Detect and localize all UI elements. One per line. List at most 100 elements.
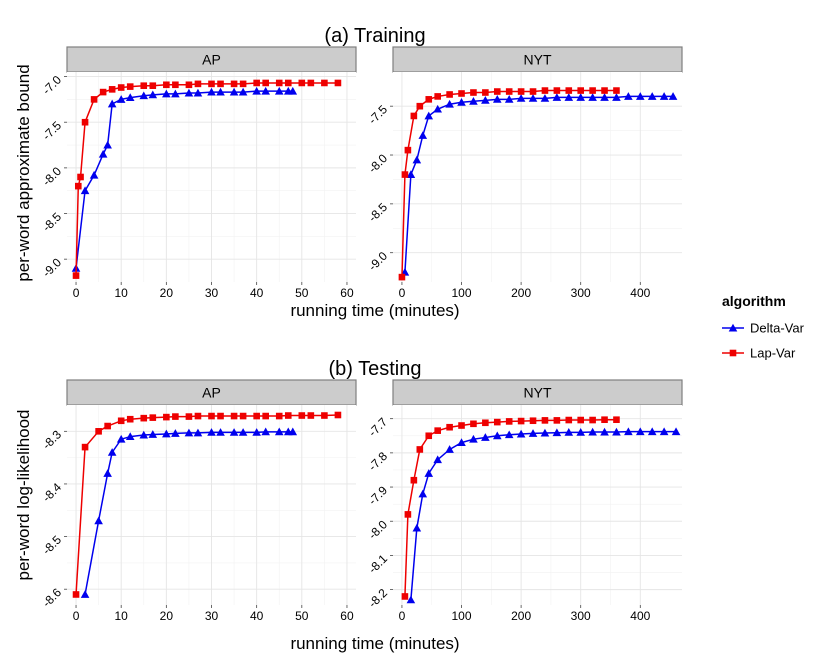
- data-point-lap-var: [81, 443, 89, 451]
- data-point-lap-var: [140, 82, 148, 89]
- y-tick-label: -8.3: [40, 427, 65, 452]
- data-point-lap-var: [108, 86, 116, 93]
- data-point-lap-var: [613, 87, 620, 94]
- data-point-delta-var: [469, 434, 478, 443]
- data-point-lap-var: [334, 79, 342, 87]
- data-point-lap-var: [126, 415, 134, 423]
- data-point-delta-var: [229, 87, 239, 96]
- y-tick-label: -7.8: [366, 449, 391, 474]
- data-point-delta-var: [139, 91, 149, 100]
- data-point-lap-var: [77, 173, 84, 181]
- data-point-delta-var: [433, 104, 442, 113]
- data-point-delta-var: [516, 94, 526, 102]
- data-point-delta-var: [612, 427, 621, 436]
- data-point-delta-var: [576, 93, 586, 101]
- y-tick-label: -8.2: [366, 586, 391, 611]
- data-point-delta-var: [418, 489, 428, 498]
- y-tick-label: -7.9: [366, 483, 391, 508]
- data-point-lap-var: [425, 96, 433, 103]
- panel-strip: [66, 379, 357, 406]
- data-point-lap-var: [149, 414, 157, 421]
- panel-strip: [66, 46, 357, 73]
- data-point-lap-var: [307, 412, 315, 419]
- data-point-delta-var: [125, 432, 135, 441]
- data-point-lap-var: [493, 88, 501, 95]
- data-point-delta-var: [148, 90, 158, 99]
- data-point-delta-var: [80, 590, 90, 598]
- data-point-lap-var: [230, 80, 238, 88]
- data-point-lap-var: [470, 420, 477, 428]
- data-point-lap-var: [577, 87, 585, 94]
- panel-nyt-testing: NYT 0 100 200 300 400 -8.2 -8.1 -8.0 -7.9 -7.8 -7.7: [366, 379, 683, 623]
- y-tick-label: -7.0: [40, 73, 65, 98]
- data-point-lap-var: [194, 80, 202, 88]
- training-x-axis-label: running time (minutes): [290, 301, 459, 320]
- data-point-delta-var: [125, 93, 135, 102]
- data-point-delta-var: [238, 428, 248, 436]
- data-point-lap-var: [541, 417, 549, 424]
- data-point-lap-var: [262, 79, 269, 87]
- data-point-lap-var: [398, 273, 406, 281]
- panel-nyt-training: NYT 0 100 200 300 400 -9.0 -8.5 -8.0 -7.5: [366, 46, 683, 300]
- data-point-delta-var: [103, 140, 112, 149]
- data-point-delta-var: [288, 86, 298, 95]
- data-point-delta-var: [445, 99, 454, 108]
- data-point-delta-var: [261, 86, 270, 95]
- data-point-delta-var: [116, 434, 126, 443]
- data-point-lap-var: [185, 81, 193, 89]
- y-tick-label: -8.0: [40, 164, 65, 189]
- data-point-delta-var: [139, 430, 149, 439]
- y-tick-label: -8.5: [40, 533, 65, 558]
- y-tick-label: -8.5: [366, 200, 391, 225]
- data-point-lap-var: [172, 81, 179, 89]
- data-point-delta-var: [107, 448, 117, 456]
- data-point-delta-var: [162, 89, 171, 98]
- y-tick-label: -8.4: [40, 480, 65, 505]
- data-point-delta-var: [184, 88, 194, 97]
- data-point-delta-var: [668, 92, 678, 100]
- x-tick-label: 30: [205, 286, 219, 300]
- data-point-lap-var: [589, 87, 596, 94]
- x-tick-label: 60: [340, 609, 354, 623]
- data-point-lap-var: [262, 412, 269, 420]
- data-point-lap-var: [553, 87, 561, 94]
- data-point-delta-var: [216, 428, 225, 436]
- data-point-delta-var: [433, 455, 442, 464]
- legend: algorithm Delta-Var Lap-Var: [722, 293, 805, 361]
- data-point-delta-var: [635, 92, 645, 100]
- data-point-delta-var: [647, 92, 657, 100]
- data-point-delta-var: [600, 427, 609, 436]
- data-point-delta-var: [207, 428, 216, 436]
- x-tick-label: 20: [160, 286, 174, 300]
- data-point-lap-var: [140, 414, 148, 422]
- x-tick-label: 0: [399, 286, 406, 300]
- data-point-delta-var: [552, 93, 562, 101]
- data-point-lap-var: [217, 80, 224, 88]
- data-point-delta-var: [424, 469, 434, 477]
- data-point-delta-var: [492, 95, 502, 103]
- data-point-delta-var: [171, 429, 180, 437]
- data-point-delta-var: [588, 93, 597, 101]
- panel-strip: [392, 379, 683, 406]
- legend-label-delta-var: Delta-Var: [750, 321, 805, 336]
- data-point-lap-var: [253, 79, 260, 87]
- data-point-lap-var: [275, 79, 283, 87]
- data-point-lap-var: [275, 412, 283, 420]
- data-point-delta-var: [624, 427, 633, 436]
- data-point-delta-var: [528, 429, 538, 437]
- x-tick-label: 50: [295, 286, 309, 300]
- data-point-lap-var: [425, 432, 433, 440]
- data-point-lap-var: [163, 81, 170, 89]
- x-tick-label: 300: [571, 609, 591, 623]
- data-point-lap-var: [601, 416, 608, 424]
- data-point-lap-var: [104, 422, 111, 430]
- y-tick-label: -8.6: [40, 585, 65, 610]
- data-point-lap-var: [517, 88, 525, 95]
- x-tick-label: 400: [630, 609, 650, 623]
- data-point-delta-var: [418, 131, 428, 139]
- data-point-lap-var: [482, 89, 489, 96]
- data-point-lap-var: [458, 422, 465, 429]
- data-point-delta-var: [504, 95, 514, 103]
- data-point-lap-var: [321, 79, 328, 87]
- data-point-delta-var: [540, 94, 550, 102]
